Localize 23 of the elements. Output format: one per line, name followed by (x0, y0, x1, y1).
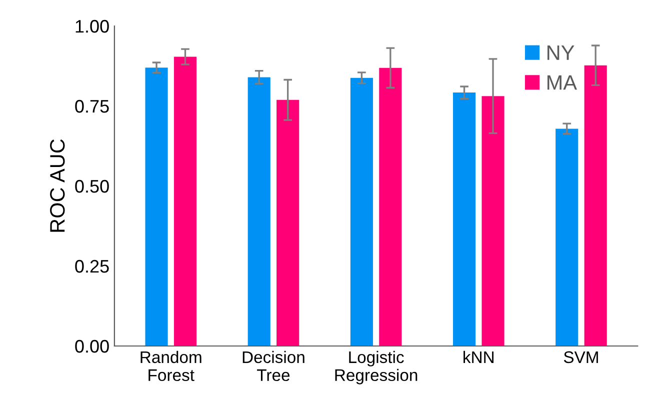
bar (174, 56, 197, 346)
x-tick-label: Decision Tree (242, 350, 304, 382)
y-tick-label: 0.00 (75, 340, 109, 353)
legend-label: NY (548, 46, 574, 60)
y-tick-label: 0.75 (75, 100, 109, 113)
x-tick-label: SVM (564, 351, 598, 364)
bar (584, 65, 607, 346)
y-tick-label: 1.00 (76, 20, 109, 33)
bar (452, 92, 476, 346)
x-tick-label: Random Forest (140, 350, 202, 382)
bar (276, 100, 300, 346)
bar (350, 78, 373, 346)
y-tick-label: 0.25 (75, 260, 109, 273)
x-tick-label: kNN (464, 350, 494, 363)
y-axis-title: ROC AUC (50, 139, 65, 232)
y-tick-label: 0.50 (75, 180, 109, 193)
legend-label: MA (548, 75, 578, 90)
x-tick-label: Logistic Regression (335, 350, 418, 384)
bar (482, 96, 504, 346)
bar (248, 77, 270, 346)
bar (379, 68, 402, 346)
bar (556, 128, 578, 346)
bar (145, 68, 168, 346)
